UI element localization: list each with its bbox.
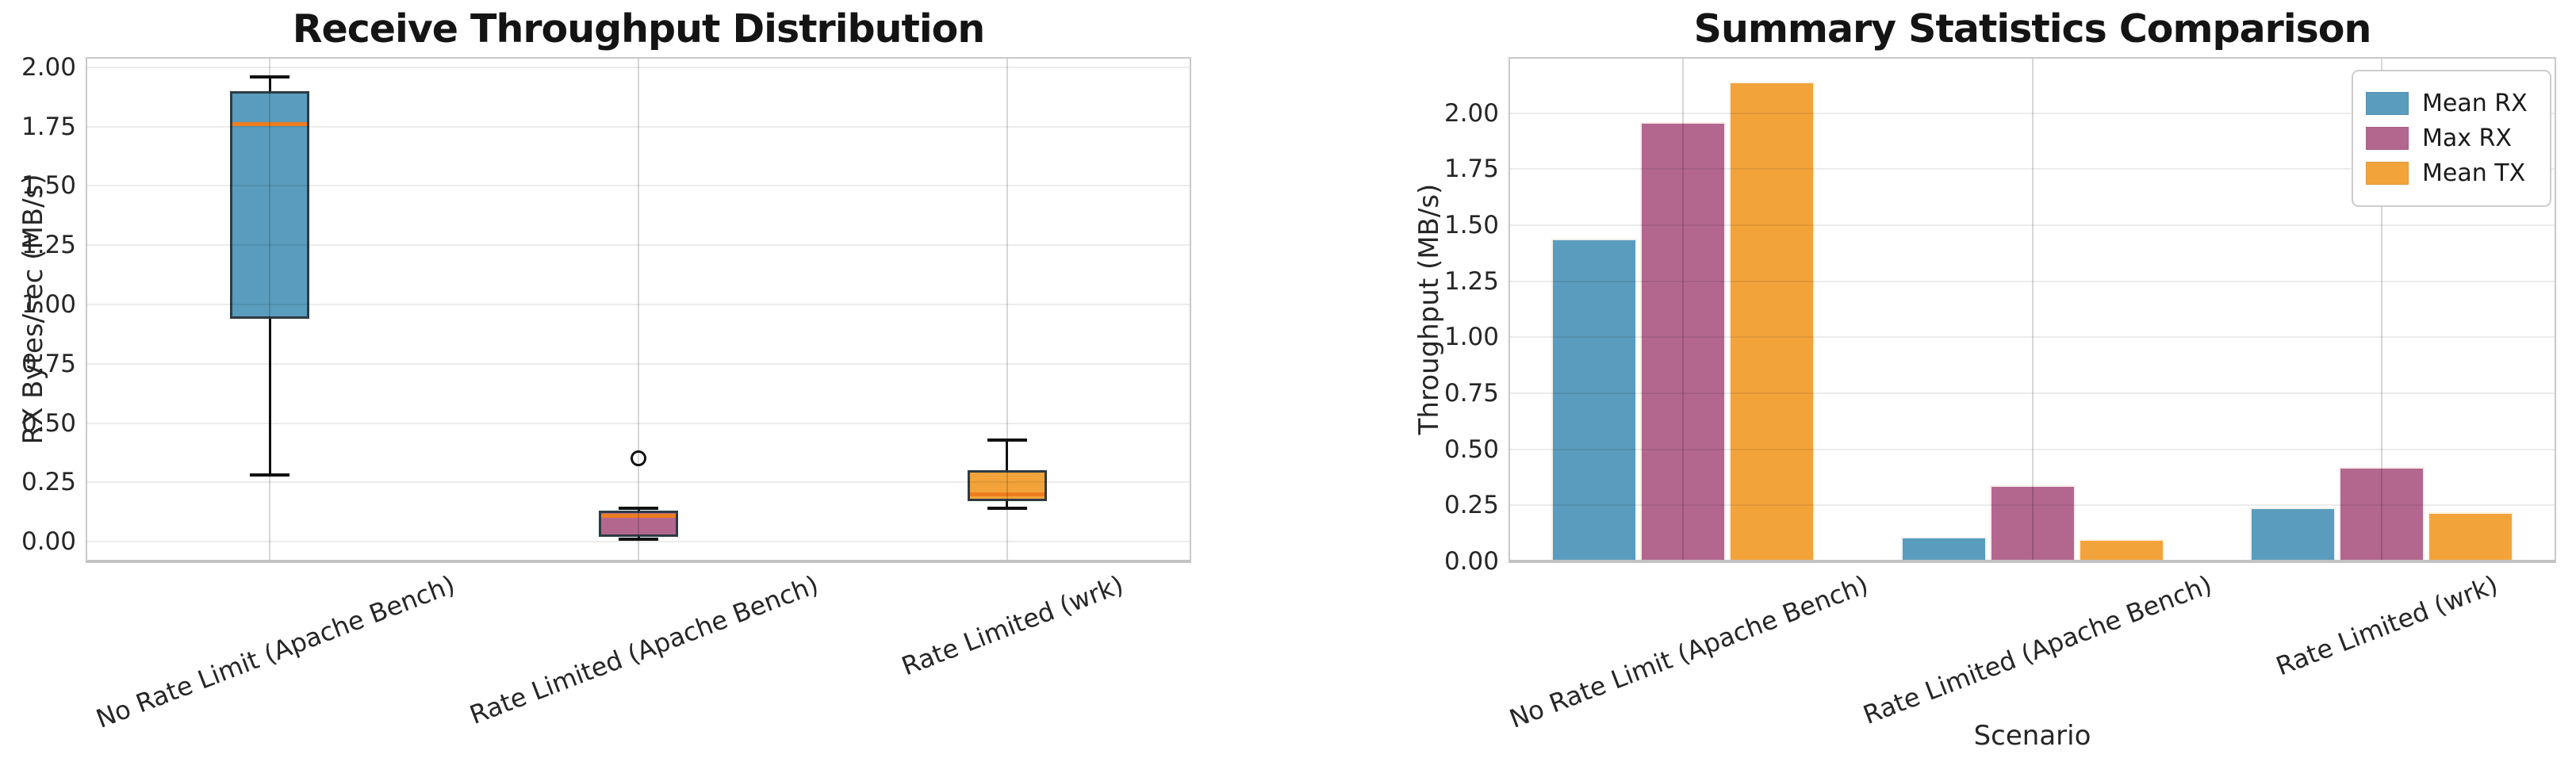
whisker-cap-low: [619, 538, 658, 542]
y-tick-label: 1.50: [21, 171, 76, 201]
gridline-h: [86, 66, 1191, 68]
y-tick-label: 1.50: [1443, 211, 1499, 239]
gridline-v: [1006, 57, 1008, 561]
y-tick-label: 0.00: [1443, 547, 1499, 576]
right-chart-title: Summary Statistics Comparison: [1693, 6, 2372, 52]
bar: [2249, 507, 2336, 561]
y-tick-label: 1.00: [1443, 323, 1499, 352]
bar: [1900, 536, 1987, 561]
bar: [1989, 484, 2076, 561]
y-tick-label: 0.75: [21, 349, 76, 378]
legend-swatch: [2366, 127, 2409, 150]
gridline-v: [2031, 57, 2034, 561]
legend-swatch: [2366, 92, 2409, 115]
left-chart-title: Receive Throughput Distribution: [292, 6, 985, 52]
legend: Mean RX Max RX Mean TX: [2352, 70, 2551, 207]
y-tick-label: 1.25: [1443, 266, 1499, 296]
whisker-cap-high: [250, 75, 290, 78]
gridline-h: [86, 304, 1191, 306]
legend-items: Mean RX Max RX Mean TX: [2366, 90, 2537, 187]
x-tick-label: No Rate Limit (Apache Bench): [1505, 569, 1873, 734]
median-line: [969, 492, 1045, 496]
y-tick-label: 1.00: [21, 290, 76, 320]
legend-label: Mean TX: [2422, 159, 2526, 187]
y-tick-label: 0.00: [21, 527, 76, 557]
legend-label: Max RX: [2422, 124, 2512, 152]
bar: [2338, 467, 2425, 561]
y-tick-label: 1.75: [21, 112, 76, 141]
gridline-v: [638, 57, 639, 561]
y-tick-label: 0.50: [21, 408, 76, 438]
x-tick-label: Rate Limited (wrk): [897, 569, 1128, 682]
gridline-h: [1508, 168, 2556, 170]
median-line: [601, 513, 676, 518]
gridline-h: [1508, 336, 2556, 339]
median-line: [232, 122, 308, 127]
right-x-axis-label: Scenario: [1973, 720, 2091, 752]
gridline-v: [269, 57, 271, 561]
bar: [1551, 238, 1638, 561]
x-tick-label: Rate Limited (wrk): [2271, 569, 2502, 682]
y-tick-label: 2.00: [1443, 98, 1499, 128]
legend-item: Mean RX: [2366, 90, 2537, 117]
y-tick-label: 0.50: [1443, 435, 1499, 464]
y-tick-label: 1.25: [21, 231, 76, 260]
y-tick-label: 0.25: [21, 468, 76, 497]
gridline-v: [1682, 57, 1685, 561]
bar: [1729, 82, 1815, 561]
whisker-cap-high: [619, 507, 658, 511]
gridline-h: [86, 244, 1191, 247]
y-tick-label: 0.25: [1443, 491, 1499, 520]
gridline-h: [1508, 280, 2556, 282]
gridline-h: [86, 422, 1191, 424]
whisker-cap-low: [250, 473, 290, 477]
y-tick-label: 0.75: [1443, 379, 1499, 408]
legend-swatch: [2366, 162, 2409, 185]
bar: [2078, 538, 2164, 561]
gridline-h: [1508, 224, 2556, 226]
gridline-h: [86, 481, 1191, 484]
x-tick-label: No Rate Limit (Apache Bench): [91, 569, 459, 734]
legend-item: Mean TX: [2366, 159, 2537, 187]
gridline-h: [1508, 392, 2556, 394]
legend-label: Mean RX: [2422, 90, 2528, 117]
legend-item: Max RX: [2366, 124, 2537, 152]
gridline-h: [1508, 448, 2556, 450]
whisker-cap-low: [987, 507, 1027, 511]
bar: [1640, 121, 1727, 561]
x-tick-label: Rate Limited (Apache Bench): [465, 569, 822, 730]
whisker-cap-high: [987, 438, 1027, 442]
box: [599, 511, 678, 538]
bar: [2427, 511, 2513, 561]
gridline-h: [1508, 112, 2556, 114]
gridline-h: [86, 541, 1191, 543]
outlier-marker: [631, 450, 646, 467]
y-tick-label: 2.00: [21, 52, 76, 82]
gridline-h: [86, 185, 1191, 187]
box: [230, 90, 310, 319]
gridline-v: [2380, 57, 2382, 561]
gridline-h: [1508, 504, 2556, 507]
gridline-h: [86, 362, 1191, 365]
right-y-axis-label: Throughput (MB/s): [1413, 183, 1445, 435]
y-tick-label: 1.75: [1443, 155, 1499, 184]
x-tick-label: Rate Limited (Apache Bench): [1859, 569, 2217, 730]
gridline-h: [86, 125, 1191, 128]
